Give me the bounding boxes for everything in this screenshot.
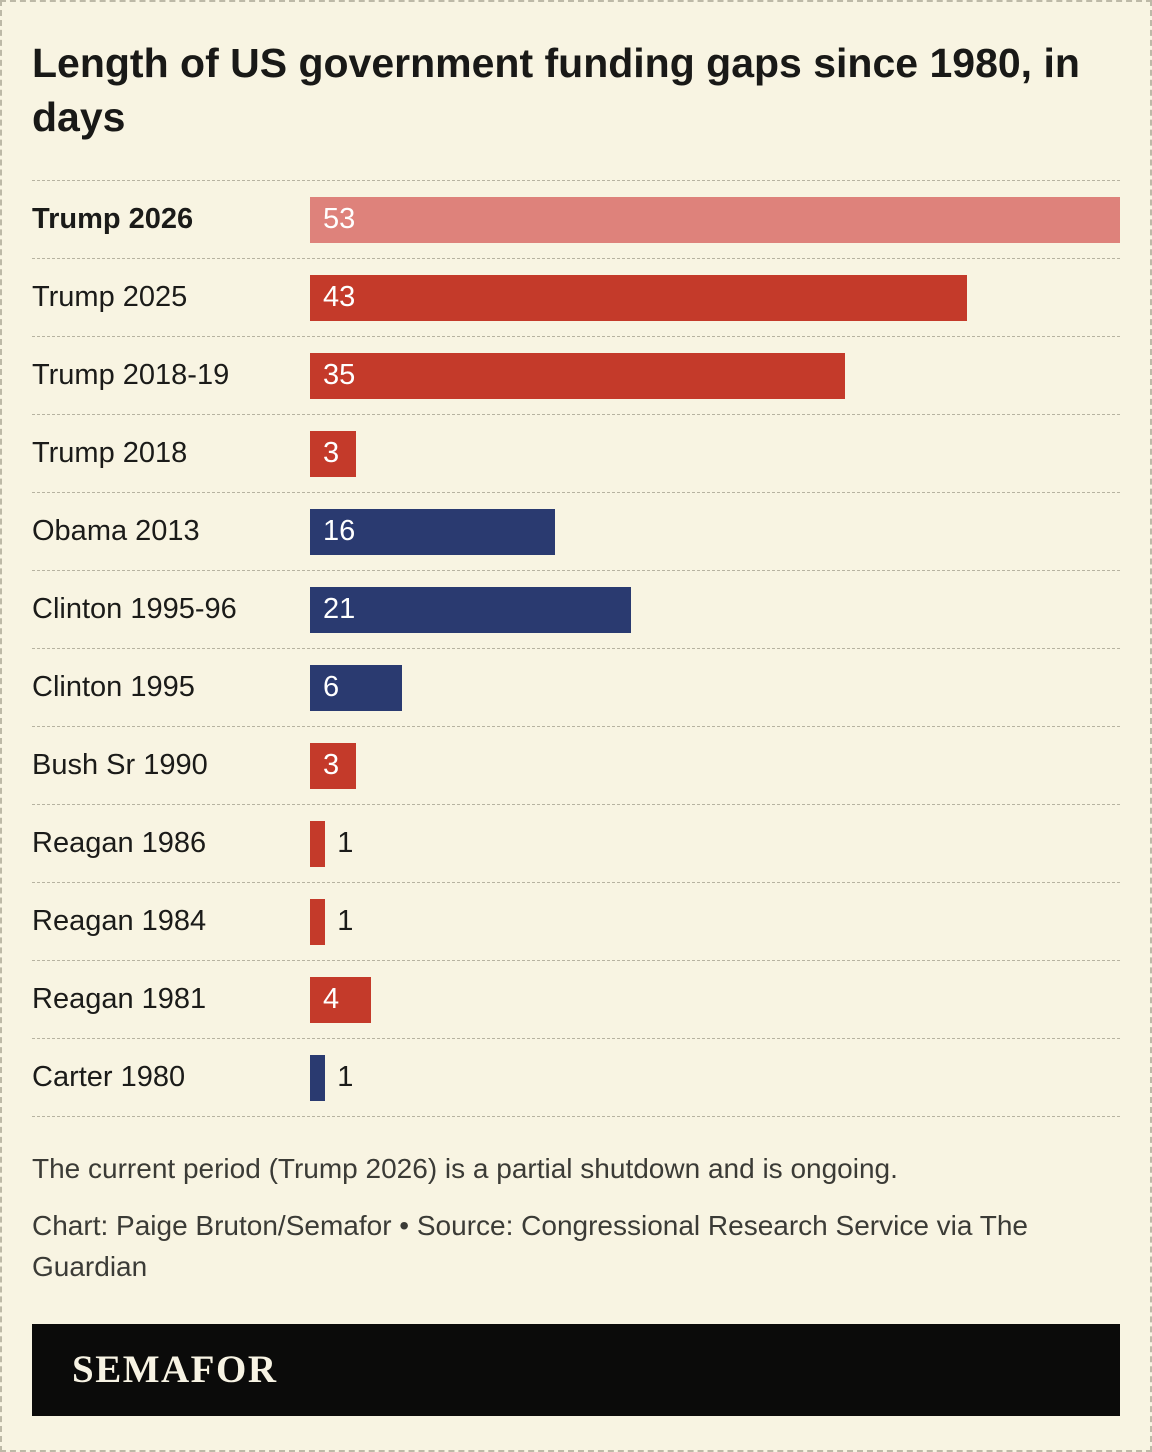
value-label: 35 — [323, 359, 356, 392]
bar-row: Reagan 1986 1 — [32, 805, 1120, 884]
bar-row: Obama 2013 16 — [32, 493, 1120, 572]
bar-row: Trump 2025 43 — [32, 259, 1120, 338]
category-label: Bush Sr 1990 — [32, 749, 208, 782]
bar — [310, 1054, 326, 1101]
category-label: Carter 1980 — [32, 1061, 186, 1094]
bar-area: 6 — [310, 649, 1120, 726]
category-label: Trump 2025 — [32, 281, 188, 314]
bar: 21 — [310, 586, 631, 633]
bar-area: 53 — [310, 181, 1120, 258]
bar-area: 43 — [310, 259, 1120, 336]
bar: 53 — [310, 196, 1120, 243]
bar-row: Clinton 1995 6 — [32, 649, 1120, 728]
value-label: 6 — [323, 671, 340, 704]
bar: 35 — [310, 352, 845, 399]
value-label-outside: 1 — [337, 1061, 354, 1094]
bar-row: Trump 2018 3 — [32, 415, 1120, 494]
bar: 16 — [310, 508, 555, 555]
value-label: 43 — [323, 281, 356, 314]
value-label: 16 — [323, 515, 356, 548]
bar-area: 3 — [310, 415, 1120, 492]
value-label: 3 — [323, 749, 340, 782]
bar: 3 — [310, 430, 356, 477]
bar-area: 21 — [310, 571, 1120, 648]
bar-row: Reagan 1984 1 — [32, 883, 1120, 962]
value-label: 4 — [323, 983, 340, 1016]
bar: 6 — [310, 664, 402, 711]
category-label: Clinton 1995-96 — [32, 593, 237, 626]
value-label: 3 — [323, 437, 340, 470]
bar-area: 1 — [310, 805, 1120, 882]
bar: 43 — [310, 274, 968, 321]
note-caption: The current period (Trump 2026) is a par… — [32, 1153, 898, 1185]
bar-row: Carter 1980 1 — [32, 1039, 1120, 1118]
bar — [310, 898, 326, 945]
bar-row: Bush Sr 1990 3 — [32, 727, 1120, 806]
value-label: 53 — [323, 203, 356, 236]
category-label: Reagan 1981 — [32, 983, 207, 1016]
category-label: Reagan 1984 — [32, 905, 207, 938]
bar-area: 3 — [310, 727, 1120, 804]
bar: 4 — [310, 976, 372, 1023]
semafor-logo: SEMAFOR — [72, 1348, 278, 1392]
bar-row: Clinton 1995-96 21 — [32, 571, 1120, 650]
bar-row: Trump 2018-19 35 — [32, 337, 1120, 416]
category-label: Trump 2018-19 — [32, 359, 230, 392]
value-label: 21 — [323, 593, 356, 626]
chart-title: Length of US government funding gaps sin… — [32, 40, 1080, 141]
category-label: Trump 2026 — [32, 203, 194, 236]
bar: 3 — [310, 742, 356, 789]
bar-row: Reagan 1981 4 — [32, 961, 1120, 1040]
bar-rows: Trump 2026 53 Trump 2025 43 Trump 2018-1… — [32, 180, 1120, 1118]
value-label-outside: 1 — [337, 827, 354, 860]
semafor-logo-bar: SEMAFOR — [32, 1323, 1120, 1416]
bar-area: 1 — [310, 1039, 1120, 1116]
bar-row: Trump 2026 53 — [32, 181, 1120, 260]
category-label: Clinton 1995 — [32, 671, 195, 704]
bar-area: 1 — [310, 883, 1120, 960]
bar — [310, 820, 326, 867]
bar-area: 16 — [310, 493, 1120, 570]
category-label: Trump 2018 — [32, 437, 188, 470]
category-label: Reagan 1986 — [32, 827, 207, 860]
bar-area: 4 — [310, 961, 1120, 1038]
category-label: Obama 2013 — [32, 515, 200, 548]
bar-area: 35 — [310, 337, 1120, 414]
value-label-outside: 1 — [337, 905, 354, 938]
notes: The current period (Trump 2026) is a par… — [32, 1149, 1120, 1287]
credit-line: Chart: Paige Bruton/Semafor • Source: Co… — [32, 1210, 1028, 1282]
